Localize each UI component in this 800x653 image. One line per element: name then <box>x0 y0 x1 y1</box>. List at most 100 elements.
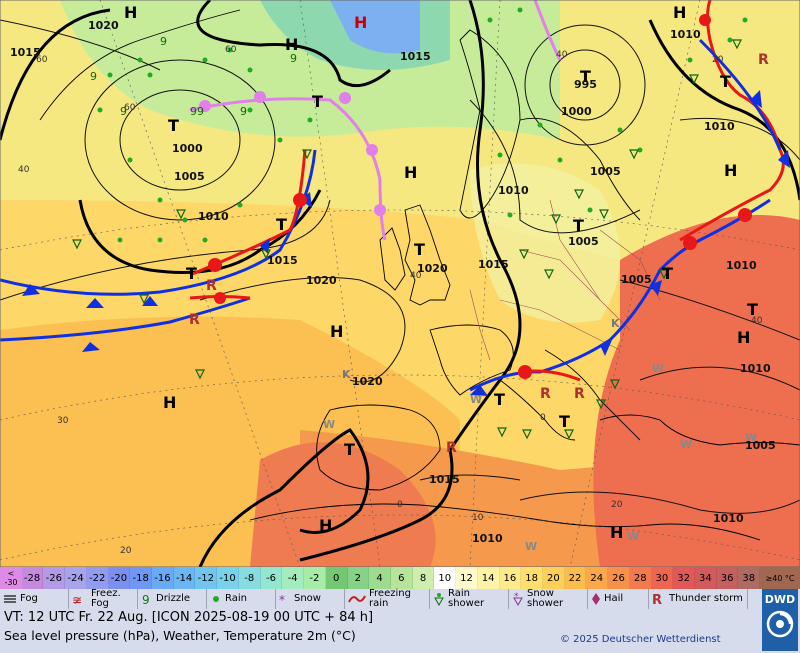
svg-text:R: R <box>652 593 662 606</box>
drizzle-symbols: 999 9 999 <box>90 35 297 118</box>
rain-symbols <box>97 7 748 243</box>
low-label: T <box>580 67 591 86</box>
legend-item-label: Rain shower <box>448 588 485 609</box>
weather-symbol-legend: Fog ≆ Freez. Fog 9 Drizzle Rain * Snow Freezing … <box>0 589 760 609</box>
pressure-label: 1010 <box>726 259 757 272</box>
scale-cell: -10 <box>217 567 239 589</box>
temp-label: 40 <box>556 50 568 60</box>
legend-item-label: Fog <box>20 593 38 604</box>
pressure-label: 1020 <box>417 262 448 275</box>
temp-label: 0 <box>397 500 403 510</box>
scale-cell: 24 <box>586 567 609 589</box>
scale-cell: -24 <box>65 567 87 589</box>
scale-cell: 14 <box>477 567 500 589</box>
pressure-label: 1010 <box>713 512 744 525</box>
temp-label: 60 <box>225 45 237 55</box>
legend-item-hail: Hail <box>588 589 649 609</box>
weather-letter: W <box>470 393 482 406</box>
low-label: T <box>168 116 179 135</box>
coastlines <box>39 9 800 541</box>
hail-icon <box>591 592 604 606</box>
weather-letter: W <box>745 431 757 444</box>
dwd-logo-icon <box>766 610 794 638</box>
temp-label: 60 <box>124 103 136 113</box>
scale-cell: -4 <box>282 567 305 589</box>
svg-text:*: * <box>279 593 285 605</box>
legend-item-freezing-rain: Freezing rain <box>345 589 430 609</box>
scale-cell: 22 <box>564 567 587 589</box>
low-label: T <box>720 72 731 91</box>
valid-time: VT: 12 UTC Fr. 22 Aug. [ICON 2025-08-19 … <box>4 610 374 625</box>
scale-cell: 0 <box>325 567 348 589</box>
low-label: T <box>747 300 758 319</box>
scale-cell: 18 <box>521 567 543 589</box>
scale-low-label: < -30 <box>0 567 22 589</box>
scale-cell: -22 <box>86 567 109 589</box>
temp-label: 20 <box>120 546 132 556</box>
high-label: H <box>285 35 298 54</box>
temp-label: 30 <box>57 416 69 426</box>
weather-letter: W <box>525 540 537 553</box>
temperature-values: 40 60 60 60 40 30 20 0 20 40 40 20 0 10 <box>18 45 763 556</box>
scale-cell: -12 <box>195 567 218 589</box>
svg-text:9: 9 <box>90 70 97 83</box>
pressure-label: 1015 <box>478 258 509 271</box>
svg-text:99: 99 <box>190 105 204 118</box>
thunderstorm-symbol: R <box>189 312 200 328</box>
weather-letter: W <box>323 418 335 431</box>
low-label: T <box>414 240 425 259</box>
temp-label: 40 <box>410 271 422 281</box>
scale-cell: -14 <box>173 567 196 589</box>
scale-cell: -8 <box>238 567 261 589</box>
svg-text:9: 9 <box>160 35 167 48</box>
scale-high-label: ≥40 °C <box>760 567 800 589</box>
temp-label: 60 <box>36 55 48 65</box>
scale-cell: 28 <box>629 567 652 589</box>
legend-item-thunderstorm: R Thunder storm <box>649 589 748 609</box>
pressure-label: 1010 <box>498 184 529 197</box>
pressure-label: 1010 <box>472 532 503 545</box>
scale-cell: 26 <box>608 567 630 589</box>
legend-item-rain-shower: Rain shower <box>430 589 509 609</box>
scale-cell: -26 <box>43 567 66 589</box>
map-description: Sea level pressure (hPa), Weather, Tempe… <box>4 628 356 643</box>
scale-cell: -16 <box>152 567 174 589</box>
legend-item-label: Rain <box>225 593 247 604</box>
snow-shower-icon: * <box>512 592 527 606</box>
pressure-label: 1005 <box>568 235 599 248</box>
scale-cell: -6 <box>260 567 283 589</box>
pressure-label: 1000 <box>172 142 203 155</box>
legend-item-freezing-fog: ≆ Freez. Fog <box>69 589 138 609</box>
temperature-field-very-cold <box>330 0 420 54</box>
isobars-bold <box>0 0 800 568</box>
pressure-label: 1010 <box>740 362 771 375</box>
snow-icon: * <box>279 593 294 605</box>
weather-letter: W <box>627 530 639 543</box>
thunderstorm-symbol: R <box>540 386 551 402</box>
pressure-label: 1020 <box>352 375 383 388</box>
scale-cell: 36 <box>716 567 739 589</box>
pressure-label: 1015 <box>267 254 298 267</box>
scale-cell: -20 <box>108 567 131 589</box>
scale-cell: 2 <box>347 567 370 589</box>
low-label: T <box>344 440 355 459</box>
map-canvas: 999 9 999 H H H H H H H H H H H T T T T T… <box>0 0 800 568</box>
high-label: H <box>319 516 332 535</box>
scale-cell: 38 <box>738 567 761 589</box>
low-label: T <box>573 216 584 235</box>
low-label: T <box>312 92 323 111</box>
thunderstorm-icon: R <box>652 592 669 606</box>
legend-item-rain: Rain <box>207 589 276 609</box>
weather-letter: K <box>611 317 620 330</box>
rain-shower-icon <box>433 592 448 606</box>
legend-item-label: Freezing rain <box>369 588 411 609</box>
high-label: H <box>673 3 686 22</box>
svg-text:9: 9 <box>290 52 297 65</box>
pressure-label: 1010 <box>670 28 701 41</box>
high-label: H <box>163 393 176 412</box>
pressure-label: 1000 <box>561 105 592 118</box>
scale-cell: 32 <box>673 567 695 589</box>
isobars <box>0 19 800 514</box>
pressure-label: 1015 <box>10 46 41 59</box>
